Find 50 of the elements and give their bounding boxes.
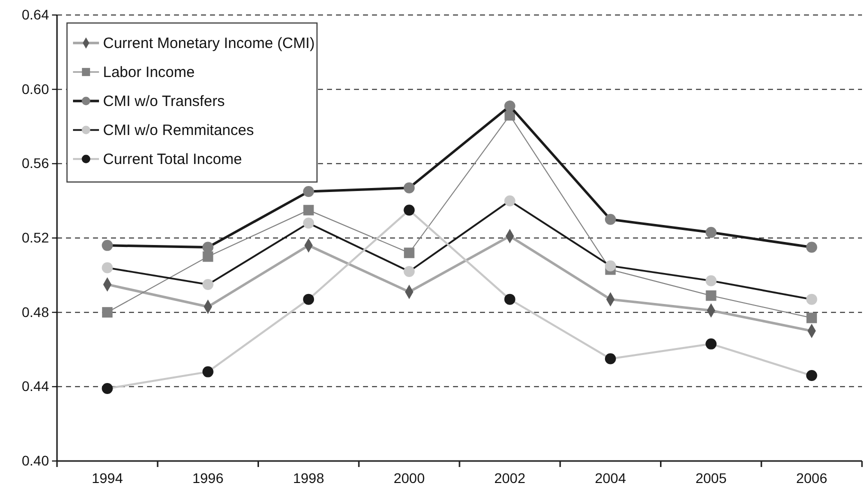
legend-label: CMI w/o Transfers: [103, 93, 225, 110]
point: [604, 214, 616, 225]
x-tick-label: 1998: [292, 470, 324, 486]
point: [604, 353, 616, 364]
x-tick-label: 2002: [494, 470, 526, 486]
point: [706, 338, 717, 350]
point: [706, 226, 717, 238]
legend-label: Labor Income: [103, 64, 195, 81]
x-tick-label: 2000: [394, 470, 425, 486]
point: [706, 290, 716, 301]
point: [806, 370, 818, 382]
point: [303, 186, 314, 198]
point: [404, 248, 414, 258]
point: [706, 275, 717, 286]
x-tick-label: 1994: [92, 470, 124, 486]
point: [806, 294, 818, 305]
legend-label: Current Monetary Income (CMI): [103, 35, 315, 52]
y-tick-label: 0.56: [22, 155, 50, 172]
point: [303, 204, 314, 216]
y-tick-label: 0.60: [22, 80, 50, 97]
point: [202, 242, 214, 253]
point: [102, 240, 113, 251]
y-tick-label: 0.40: [22, 452, 50, 468]
point: [604, 260, 616, 272]
point: [303, 294, 314, 305]
point: [404, 182, 415, 194]
point: [404, 266, 415, 277]
legend-label: Current Total Income: [103, 151, 242, 168]
point: [806, 312, 817, 324]
point: [102, 262, 113, 274]
x-tick-label: 2005: [695, 470, 727, 486]
x-tick-label: 1996: [192, 470, 224, 486]
point: [102, 307, 113, 318]
y-tick-label: 0.44: [22, 378, 50, 394]
point: [404, 204, 415, 216]
point: [504, 195, 516, 206]
point: [806, 242, 818, 253]
y-tick-label: 0.64: [22, 6, 50, 22]
x-tick-label: 2004: [594, 470, 626, 486]
point: [102, 383, 113, 394]
legend-label: CMI w/o Remmitances: [103, 122, 254, 139]
point: [202, 278, 214, 290]
point: [202, 251, 214, 262]
y-tick-label: 0.52: [22, 229, 50, 246]
point: [504, 294, 516, 305]
x-tick-label: 2006: [796, 470, 828, 486]
point: [202, 366, 214, 378]
y-tick-label: 0.48: [22, 304, 50, 320]
point: [303, 218, 314, 229]
point: [504, 100, 516, 112]
